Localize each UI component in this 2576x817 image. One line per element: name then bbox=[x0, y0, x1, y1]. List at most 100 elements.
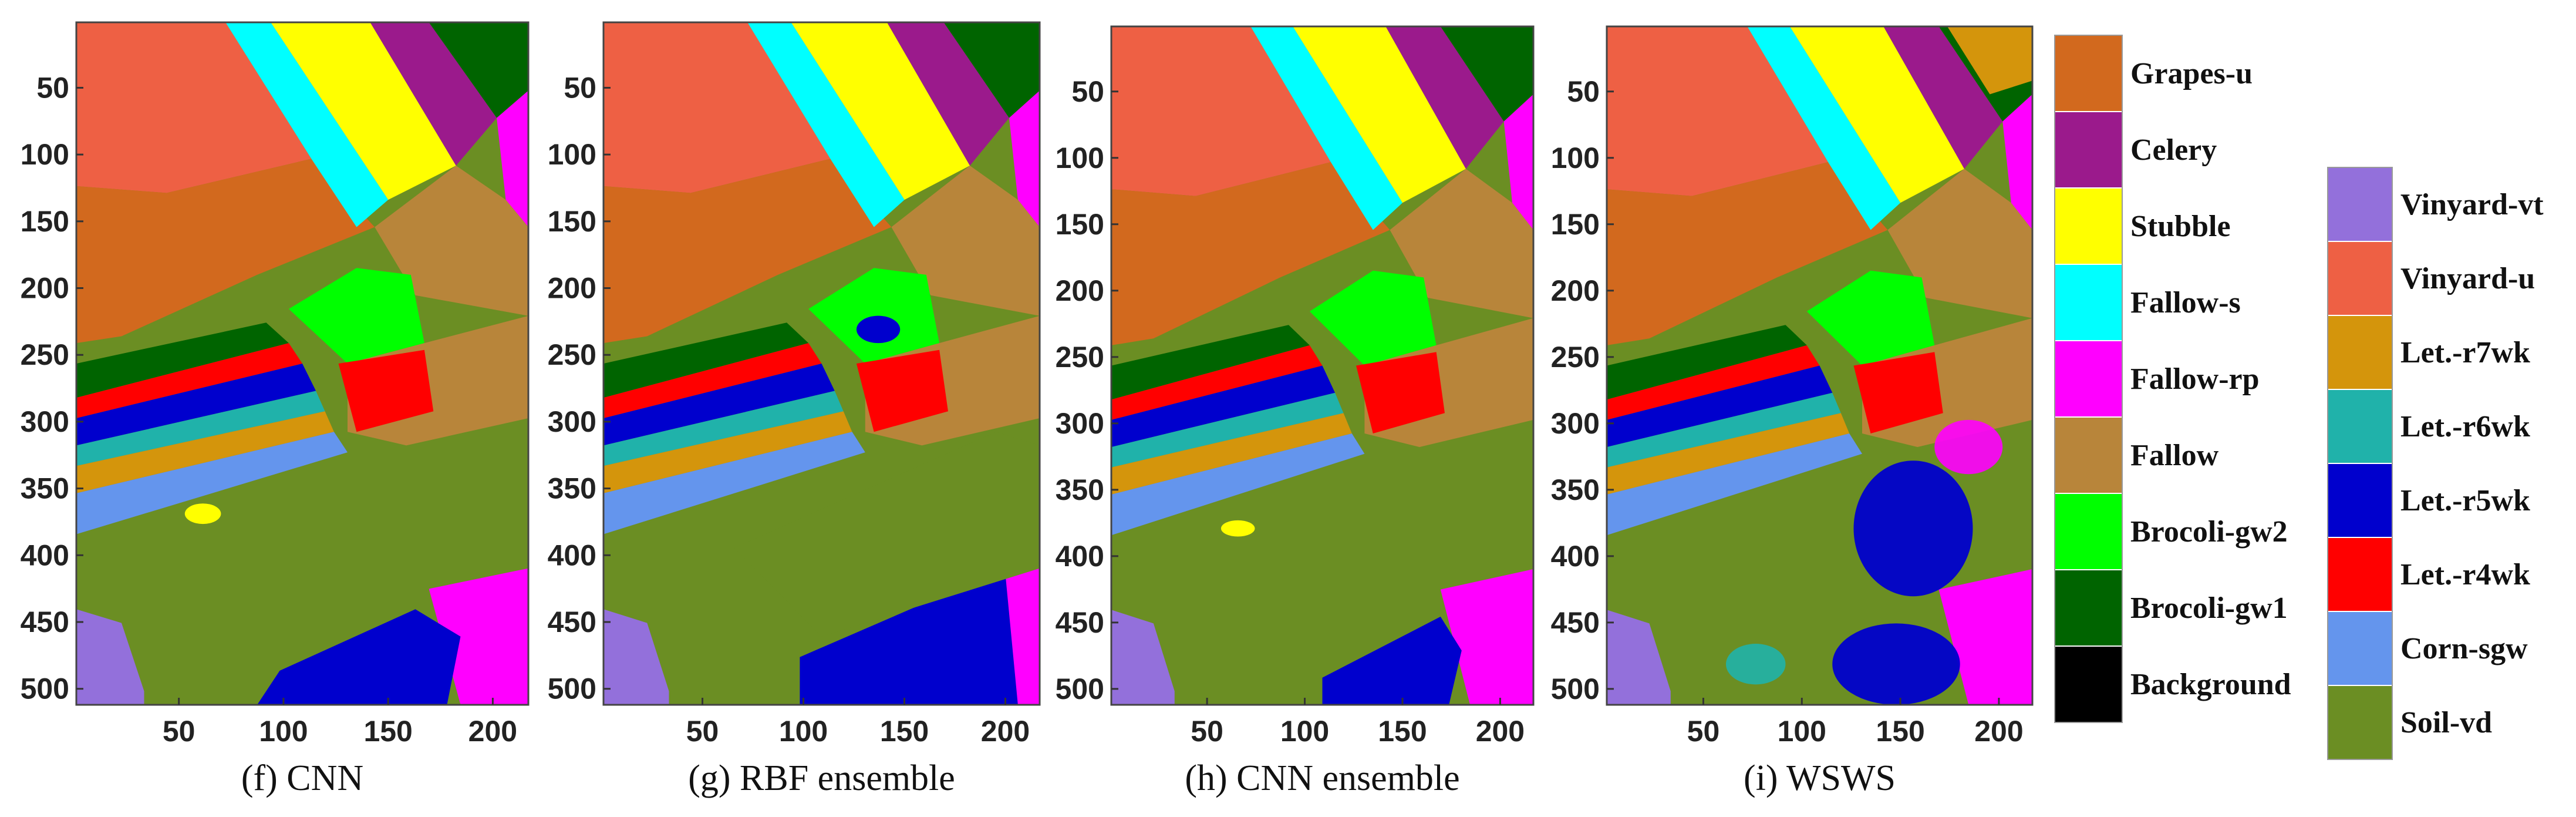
axes-frame bbox=[1606, 25, 2034, 706]
field-fallow-rp-lower bbox=[1440, 569, 1533, 705]
x-tick-label: 50 bbox=[163, 715, 195, 748]
field-let-r6wk-strip bbox=[1607, 392, 1841, 468]
legend-item: Soil-vd bbox=[2327, 685, 2492, 760]
field-vinyard-u bbox=[1607, 26, 1828, 196]
field-let-r7wk-strip bbox=[76, 411, 334, 493]
field-vinyard-vt bbox=[76, 609, 144, 705]
y-tick-label: 400 bbox=[21, 539, 69, 571]
field-corn-sgw-strip bbox=[1607, 433, 1862, 536]
legend-item: Celery bbox=[2054, 111, 2217, 189]
field-vinyard-u bbox=[603, 22, 831, 193]
field-let-r7wk-strip bbox=[1607, 413, 1850, 495]
x-tick-label: 150 bbox=[363, 715, 412, 748]
field-let-r5wk-strip bbox=[1607, 365, 1833, 448]
panel-caption: (g) RBF ensemble bbox=[688, 758, 955, 798]
field-let-r5wk-strip bbox=[76, 364, 316, 446]
x-tick-label: 200 bbox=[468, 715, 517, 748]
legend-swatch bbox=[2054, 187, 2123, 265]
legend-label: Fallow-rp bbox=[2130, 362, 2260, 396]
field-fallow-rp bbox=[2002, 94, 2032, 230]
legend-label: Fallow-s bbox=[2130, 286, 2241, 320]
y-tick-label: 100 bbox=[548, 138, 596, 171]
field-let-r5wk-strip bbox=[1111, 365, 1336, 448]
map-panel-cnn-ens: 50 100 150 200 250 300 350 400 450 500 50 100 150 200… bbox=[1056, 25, 1535, 798]
field-brocoli-gw1 bbox=[943, 22, 1040, 118]
field-let-r4wk bbox=[338, 349, 434, 432]
field-stubble bbox=[791, 22, 970, 200]
legend-swatch bbox=[2054, 569, 2123, 647]
field-vinyard-vt bbox=[1111, 610, 1175, 705]
legend-label: Background bbox=[2130, 668, 2291, 701]
field-let-r5wk-strip bbox=[603, 364, 835, 446]
y-tick-label: 450 bbox=[21, 606, 69, 638]
legend-swatch bbox=[2327, 315, 2393, 390]
field-let-r6wk-strip bbox=[76, 391, 325, 466]
legend-item: Vinyard-u bbox=[2327, 241, 2535, 316]
field-grapes-u bbox=[76, 159, 375, 344]
y-tick-label: 400 bbox=[1056, 540, 1104, 573]
x-tick-label: 200 bbox=[1974, 715, 2023, 748]
x-tick-label: 100 bbox=[259, 715, 308, 748]
field-grapes-u bbox=[1607, 162, 1888, 345]
legend-label: Vinyard-u bbox=[2400, 262, 2535, 295]
y-tick-label: 450 bbox=[1056, 606, 1104, 639]
y-tick-label: 500 bbox=[1056, 673, 1104, 705]
y-tick-label: 450 bbox=[1551, 606, 1600, 639]
y-tick-label: 250 bbox=[21, 338, 69, 371]
x-tick-label: 150 bbox=[1378, 715, 1427, 748]
field-let-r4wk-strip bbox=[603, 343, 822, 418]
field-let-r6wk-strip bbox=[603, 391, 844, 466]
classification-map-cnn bbox=[76, 22, 528, 705]
field-fallow bbox=[1887, 169, 2032, 318]
field-brocoli-gw2 bbox=[1309, 270, 1437, 366]
y-tick-label: 100 bbox=[1056, 142, 1104, 174]
classification-map-wsws bbox=[1607, 26, 2032, 705]
field-fallow-s bbox=[747, 22, 905, 227]
field-brocoli-gw1-strip bbox=[76, 322, 289, 398]
field-celery bbox=[1385, 26, 1504, 169]
y-tick-label: 150 bbox=[1056, 208, 1104, 241]
y-tick-label: 200 bbox=[548, 272, 596, 305]
y-tick-label: 500 bbox=[1551, 673, 1600, 705]
legend-label: Vinyard-vt bbox=[2400, 188, 2544, 221]
x-tick-label: 200 bbox=[1476, 715, 1525, 748]
legend-label: Stubble bbox=[2130, 210, 2231, 243]
field-stubble bbox=[271, 22, 456, 200]
field-let-r5wk-misclass bbox=[800, 568, 1018, 705]
legend-item: Corn-sgw bbox=[2327, 611, 2528, 686]
legend-label: Brocoli-gw1 bbox=[2130, 591, 2288, 625]
field-grapes-u bbox=[603, 159, 892, 344]
x-tick-label: 100 bbox=[779, 715, 828, 748]
axes-frame bbox=[1110, 25, 1535, 706]
legend-label: Let.-r4wk bbox=[2400, 558, 2530, 591]
legend-swatch bbox=[2327, 167, 2393, 242]
field-corn-sgw-strip bbox=[76, 432, 348, 534]
y-tick-label: 400 bbox=[548, 539, 596, 571]
y-tick-label: 350 bbox=[21, 472, 69, 505]
field-let-r7wk-strip bbox=[603, 411, 852, 493]
x-tick-label: 100 bbox=[1778, 715, 1826, 748]
legend-swatch bbox=[2327, 463, 2393, 538]
y-tick-label: 100 bbox=[21, 138, 69, 171]
legend-label: Grapes-u bbox=[2130, 57, 2253, 90]
y-tick-label: 150 bbox=[548, 205, 596, 238]
legend-swatch bbox=[2327, 685, 2393, 760]
legend-item: Fallow-rp bbox=[2054, 340, 2260, 418]
field-brocoli-gw1 bbox=[429, 22, 528, 118]
field-fallow-rp bbox=[497, 90, 528, 227]
y-tick-label: 350 bbox=[1551, 473, 1600, 506]
field-fallow-rp bbox=[1503, 94, 1533, 230]
field-stubble bbox=[1789, 26, 1964, 203]
y-tick-label: 200 bbox=[1551, 274, 1600, 307]
y-tick-label: 250 bbox=[548, 338, 596, 371]
region-let-r6wk bbox=[1726, 644, 1786, 685]
x-tick-label: 200 bbox=[981, 715, 1030, 748]
legend-item: Background bbox=[2054, 645, 2291, 723]
y-tick-label: 150 bbox=[1551, 208, 1600, 241]
legend-item: Stubble bbox=[2054, 187, 2231, 265]
legend-border bbox=[2054, 35, 2123, 723]
y-tick-label: 250 bbox=[1551, 341, 1600, 374]
x-tick-label: 150 bbox=[1876, 715, 1924, 748]
legend-swatch bbox=[2054, 645, 2123, 723]
y-tick-label: 500 bbox=[21, 673, 69, 705]
